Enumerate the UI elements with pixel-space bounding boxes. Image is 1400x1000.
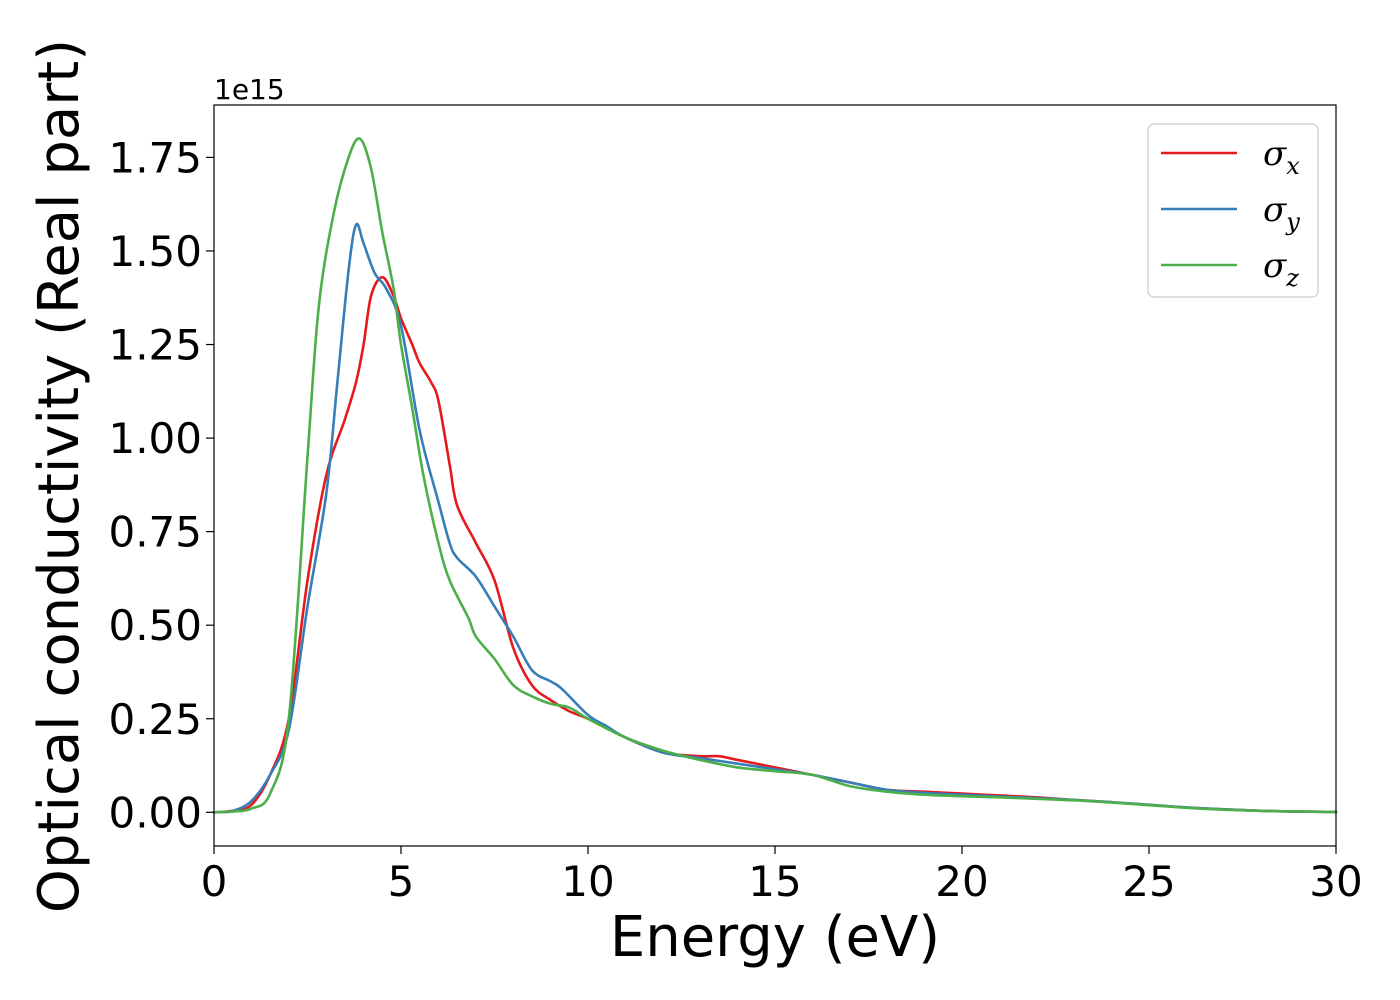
x-tick-label: 20 xyxy=(935,857,988,906)
legend-label-x: σx xyxy=(1263,134,1300,180)
series-line-y xyxy=(212,222,1338,814)
y-tick-label: 0.50 xyxy=(108,601,202,650)
legend: σx σy σz xyxy=(1147,123,1319,298)
x-axis-title: Energy (eV) xyxy=(610,905,940,970)
series-lines xyxy=(212,137,1338,814)
y-tick-label: 0.25 xyxy=(108,695,202,744)
y-tick-label: 1.25 xyxy=(108,321,202,370)
series-line-x xyxy=(212,275,1338,814)
y-tick-label: 1.00 xyxy=(108,414,202,463)
x-tick-label: 0 xyxy=(201,857,228,906)
x-tick-label: 5 xyxy=(388,857,415,906)
legend-box xyxy=(1147,123,1319,298)
x-tick-label: 25 xyxy=(1122,857,1175,906)
x-tick-label: 15 xyxy=(748,857,801,906)
y-tick-label: 1.75 xyxy=(108,133,202,182)
y-offset-label: 1e15 xyxy=(214,73,285,106)
y-axis-title: Optical conductivity (Real part) xyxy=(27,39,92,913)
x-tick-label: 10 xyxy=(561,857,614,906)
y-tick-label: 1.50 xyxy=(108,227,202,276)
legend-label-y: σy xyxy=(1263,190,1300,236)
series-line-z xyxy=(212,137,1338,814)
y-tick-label: 0.75 xyxy=(108,508,202,557)
legend-label-z: σz xyxy=(1263,246,1299,292)
y-tick-label: 0.00 xyxy=(108,788,202,837)
axis-ticks: 0 5 10 15 20 25 30 0.00 0.25 0.50 0.75 1.00 1.25 1.50… xyxy=(108,133,1362,906)
x-tick-label: 30 xyxy=(1309,857,1362,906)
